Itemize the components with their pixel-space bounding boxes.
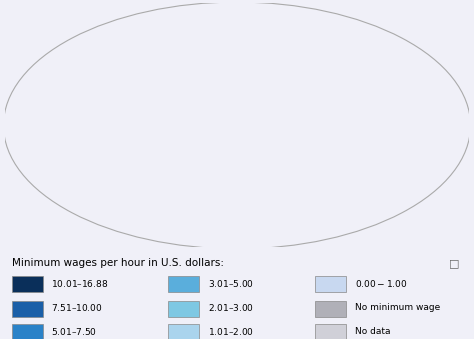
Bar [12,324,43,339]
Text: Minimum wages per hour in U.S. dollars:: Minimum wages per hour in U.S. dollars: [12,258,224,268]
Bar [168,301,199,317]
Text: $7.51–$10.00: $7.51–$10.00 [51,302,103,313]
Text: $5.01–$7.50: $5.01–$7.50 [51,326,97,337]
Text: No data: No data [355,327,390,336]
Bar [12,276,43,292]
Text: □: □ [449,258,460,268]
Bar [315,301,346,317]
Text: $10.01–$16.88: $10.01–$16.88 [51,278,109,289]
Text: No minimum wage: No minimum wage [355,303,440,312]
Text: $0.00-$1.00: $0.00-$1.00 [355,278,407,289]
Bar [168,276,199,292]
Bar [168,324,199,339]
Text: $3.01–$5.00: $3.01–$5.00 [208,278,254,289]
Text: $2.01–$3.00: $2.01–$3.00 [208,302,254,313]
Bar [315,276,346,292]
Bar [12,301,43,317]
Bar [315,324,346,339]
Text: $1.01–$2.00: $1.01–$2.00 [208,326,254,337]
